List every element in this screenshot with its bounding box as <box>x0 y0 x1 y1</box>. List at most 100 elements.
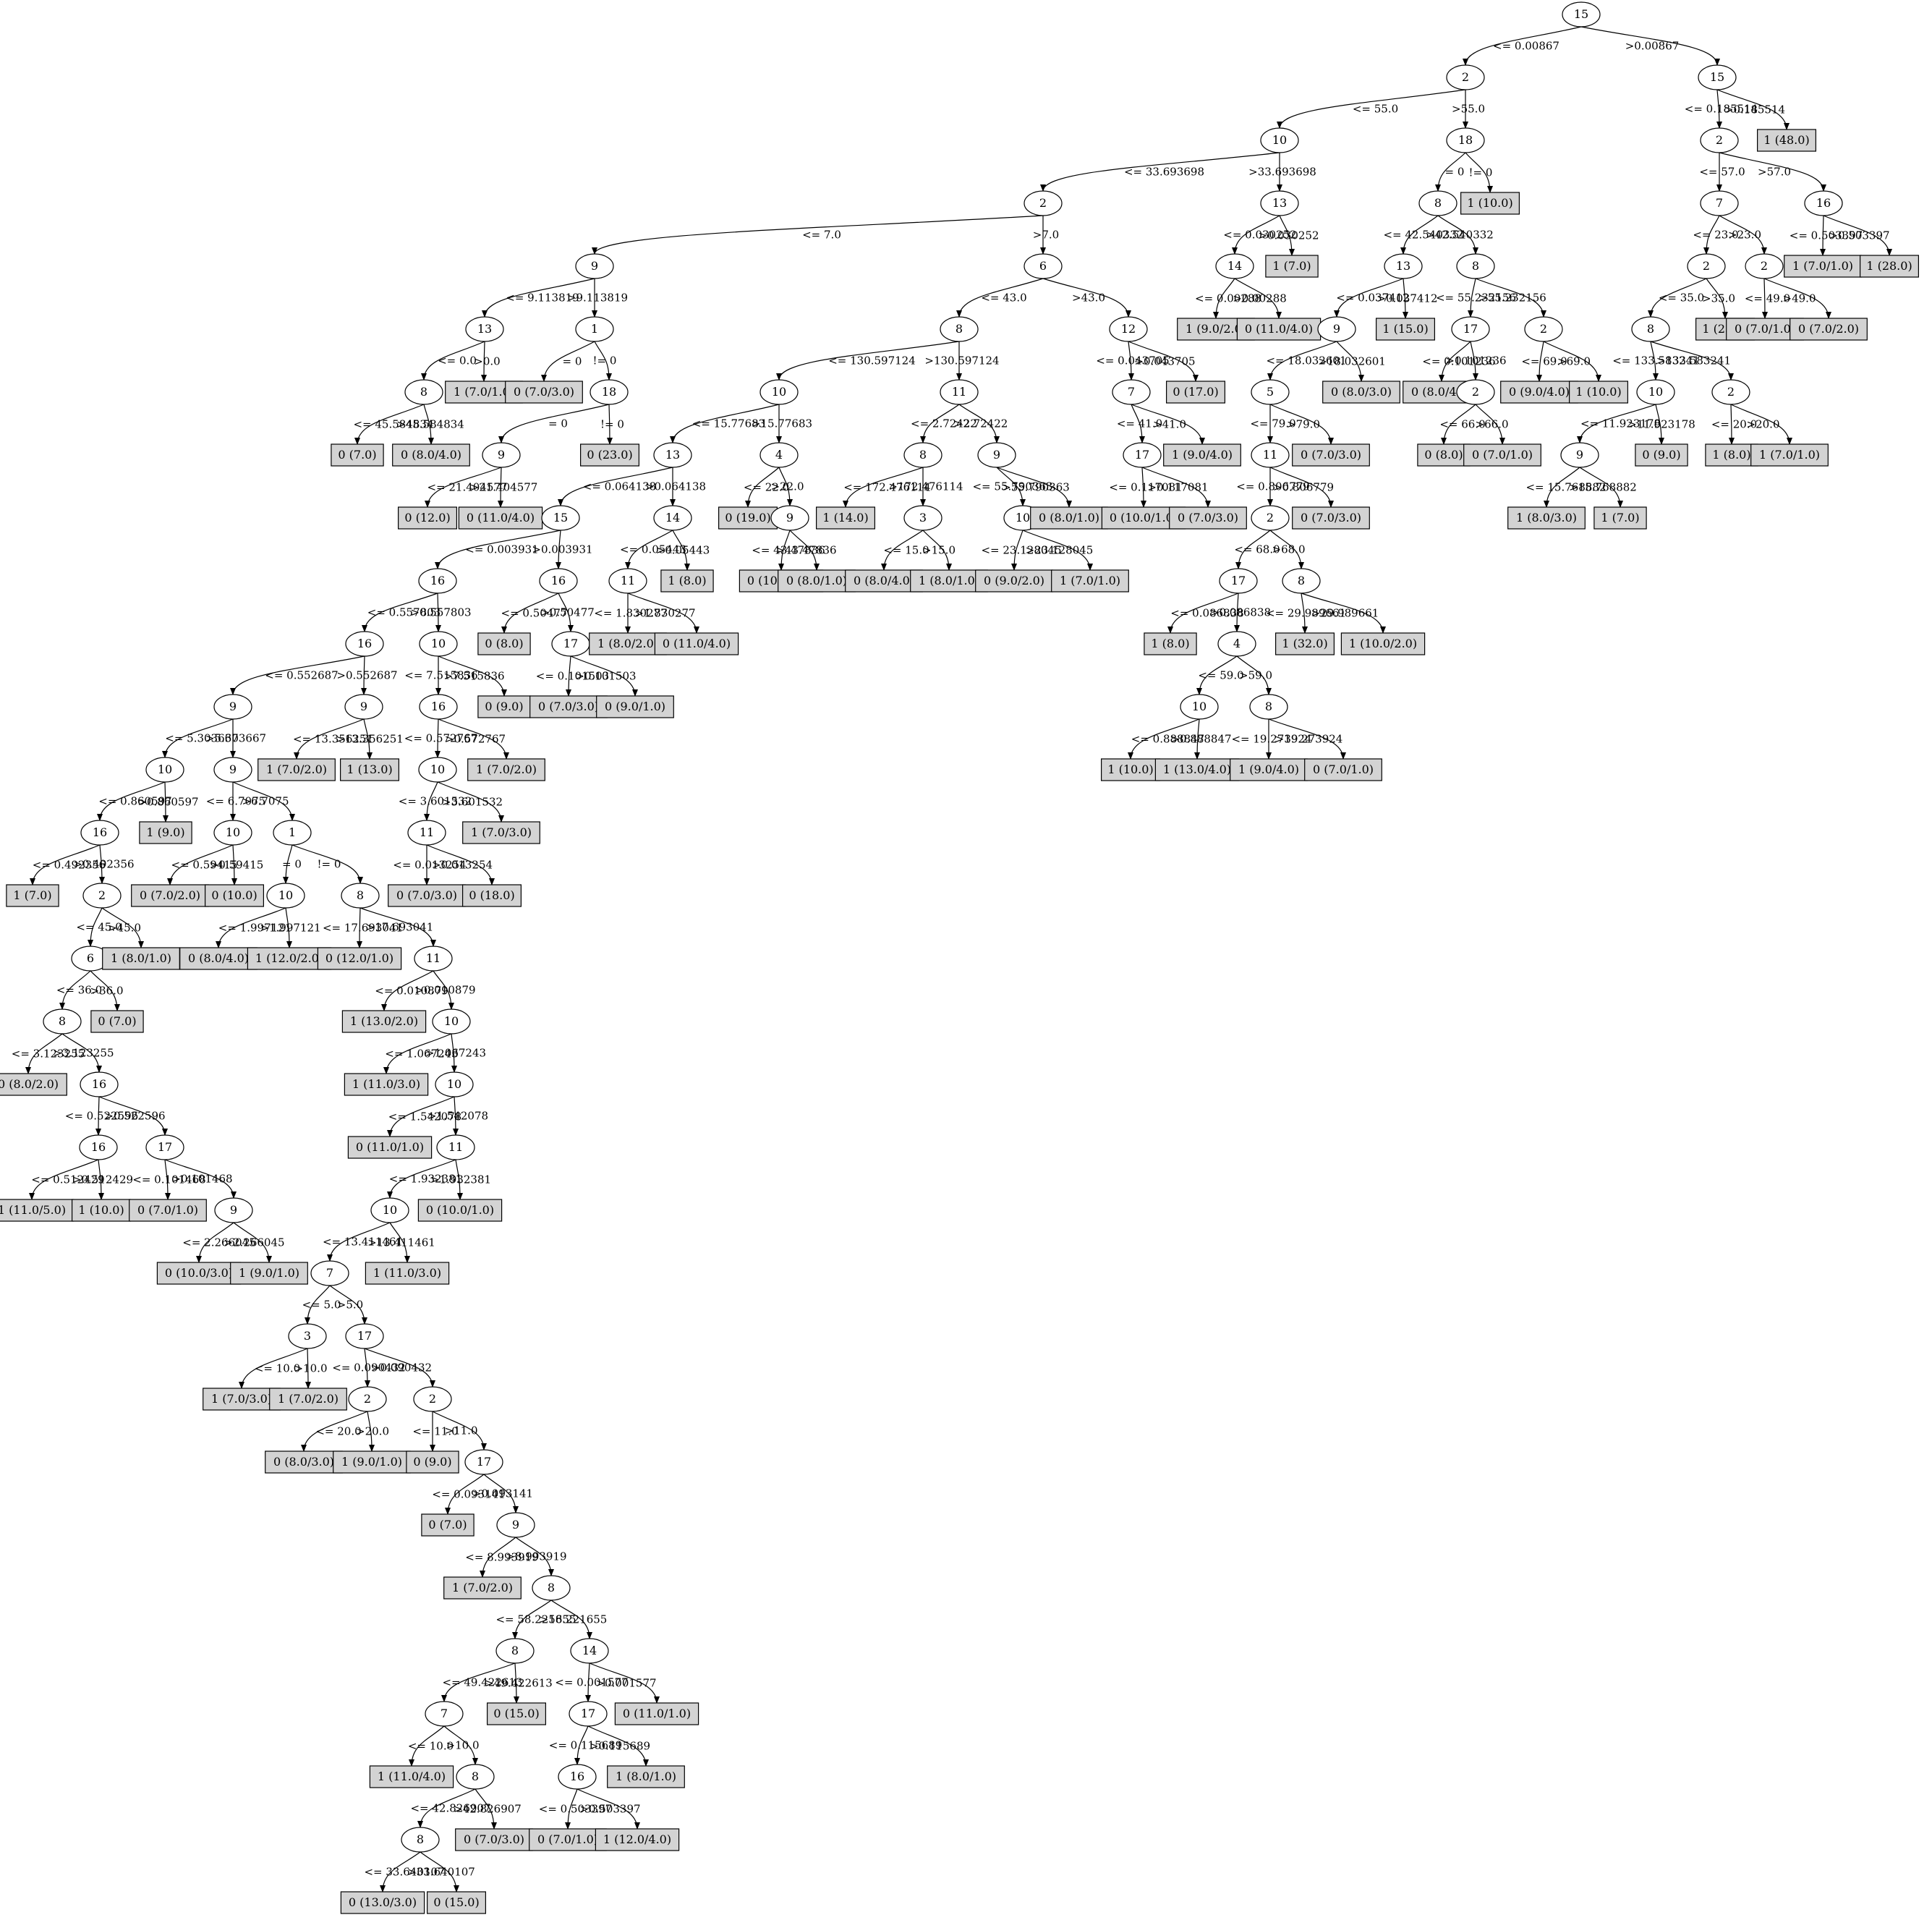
node-ellipse <box>653 505 692 531</box>
node-ellipse <box>456 1764 495 1790</box>
split-node: 7 <box>1700 190 1739 216</box>
edge-condition-label: >19.273924 <box>1275 733 1343 746</box>
tree-edge <box>1728 404 1735 445</box>
tree-edge <box>1703 215 1720 255</box>
edge-condition-label: <= 1.997121 <box>218 922 291 935</box>
edge-condition-label: <= 0.101236 <box>1422 355 1495 368</box>
edge-condition-label: = 0 <box>548 417 568 430</box>
leaf-box <box>397 506 457 530</box>
leaf-box <box>156 1262 242 1285</box>
attribute-label: 8 <box>1647 322 1654 336</box>
split-node: 9 <box>214 1197 253 1223</box>
tree-edge <box>1128 718 1200 760</box>
edge-condition-label: >2.72422 <box>954 417 1008 430</box>
split-node: 8 <box>903 442 942 468</box>
attribute-label: 17 <box>1135 448 1149 462</box>
node-ellipse <box>214 1197 253 1223</box>
split-node: 15 <box>1698 64 1737 90</box>
leaf-node: 1 (8.0) <box>1144 632 1197 655</box>
split-node: 17 <box>1219 568 1258 594</box>
node-ellipse <box>1219 568 1258 594</box>
leaf-node: 0 (8.0/1.0) <box>778 569 856 592</box>
attribute-label: 9 <box>498 448 505 462</box>
edge-condition-label: <= 0.0 <box>438 354 477 368</box>
leaf-label: 0 (9.0) <box>1642 448 1680 462</box>
edge-condition-label: <= 2.72422 <box>911 417 977 430</box>
split-node: 10 <box>1636 379 1675 405</box>
attribute-label: 10 <box>1016 511 1030 524</box>
leaf-label: 0 (10.0/3.0) <box>165 1266 233 1280</box>
tree-edge <box>558 592 574 632</box>
node-ellipse <box>1109 316 1148 342</box>
node-ellipse <box>145 757 184 783</box>
leaf-node: 1 (7.0/1.0) <box>1784 255 1862 278</box>
edge-condition-label: >22.0 <box>771 480 804 493</box>
split-node: 16 <box>345 631 384 657</box>
edge-condition-label: >43.0 <box>1072 292 1105 305</box>
leaf-node: 0 (11.0/1.0) <box>347 1136 433 1159</box>
tree-edge <box>483 1474 519 1513</box>
node-ellipse <box>558 1764 597 1790</box>
leaf-label: 0 (9.0) <box>485 700 523 713</box>
leaf-box <box>529 695 608 718</box>
leaf-node: 0 (18.0) <box>461 884 522 907</box>
leaf-node: 1 (13.0) <box>340 758 400 781</box>
tree-edge <box>1536 341 1544 382</box>
tree-edge <box>98 844 105 884</box>
tree-edge <box>1465 152 1493 193</box>
leaf-box <box>815 506 875 530</box>
leaf-label: 0 (11.0/4.0) <box>1245 322 1313 336</box>
split-node: 8 <box>401 1827 440 1853</box>
leaf-label: 1 (8.0/1.0) <box>616 1770 676 1783</box>
leaf-label: 1 (10.0) <box>1575 385 1621 399</box>
leaf-label: 0 (7.0/3.0) <box>396 888 457 902</box>
attribute-label: 18 <box>602 385 616 399</box>
node-ellipse <box>432 1008 471 1035</box>
node-ellipse <box>1631 316 1670 342</box>
edge-condition-label: <= 0.492356 <box>33 859 106 872</box>
leaf-label: 0 (7.0/1.0) <box>137 1203 198 1217</box>
attribute-label: 10 <box>431 637 446 650</box>
tree-edge <box>1268 718 1346 760</box>
tree-edge <box>566 655 572 697</box>
tree-edge <box>329 1285 367 1325</box>
leaf-label: 1 (7.0) <box>13 888 51 902</box>
leaf-node: 0 (10.0/3.0) <box>156 1262 242 1285</box>
leaf-node: 0 (7.0/1.0) <box>1463 443 1541 467</box>
leaf-box <box>1304 758 1382 781</box>
edge-condition-label: <= 20.0 <box>1711 418 1757 431</box>
tree-edge <box>305 1285 331 1325</box>
split-node: 14 <box>653 505 692 531</box>
split-node: 13 <box>465 316 504 342</box>
leaf-box <box>340 1891 425 1914</box>
edge-condition-label: >0.064138 <box>645 480 706 493</box>
attribute-label: 8 <box>357 888 364 902</box>
tree-edge <box>164 1159 237 1199</box>
tree-edge <box>498 404 610 443</box>
tree-edge <box>1269 467 1334 508</box>
split-node: 15 <box>541 505 580 531</box>
split-node: 8 <box>940 316 979 342</box>
node-ellipse <box>1451 316 1490 342</box>
leaf-box <box>1292 443 1370 467</box>
leaf-node: 0 (8.0/4.0) <box>179 947 258 970</box>
tree-edge <box>29 1159 99 1200</box>
tree-edge <box>162 718 234 758</box>
leaf-box <box>718 506 778 530</box>
tree-edge <box>1232 215 1280 255</box>
leaf-box <box>1163 443 1241 467</box>
leaf-box <box>660 569 714 592</box>
leaf-label: 0 (7.0/3.0) <box>1301 448 1361 462</box>
leaf-label: 0 (7.0/3.0) <box>464 1832 524 1846</box>
tree-edge <box>1437 215 1478 255</box>
leaf-node: 0 (11.0/4.0) <box>458 506 543 530</box>
attribute-label: 8 <box>1434 196 1442 210</box>
split-node: 8 <box>1456 253 1495 279</box>
edge-condition-label: <= 0.030252 <box>1223 229 1296 242</box>
edge-condition-label: >6.7075 <box>242 795 289 808</box>
edge-condition-label: != 0 <box>593 354 617 368</box>
attribute-label: 15 <box>1710 70 1724 84</box>
leaf-node: 0 (11.0/4.0) <box>1236 318 1322 341</box>
leaf-box <box>333 1450 411 1474</box>
node-ellipse <box>977 442 1016 468</box>
